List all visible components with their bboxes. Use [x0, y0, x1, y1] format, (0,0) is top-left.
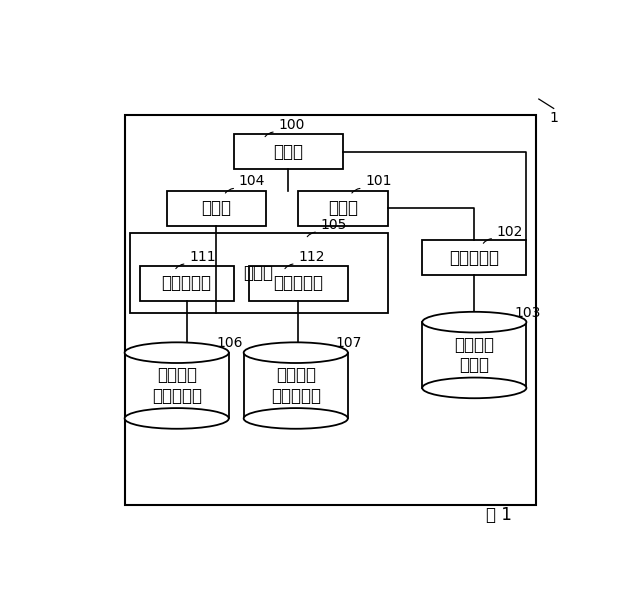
Text: 1: 1	[550, 111, 559, 125]
Bar	[167, 191, 266, 226]
Text: 105: 105	[321, 218, 347, 232]
Text: 100: 100	[278, 118, 305, 132]
Ellipse shape	[244, 342, 348, 363]
Text: 変換部: 変換部	[202, 199, 232, 217]
Bar	[298, 191, 388, 226]
Text: 地番関連
情報記憶部: 地番関連 情報記憶部	[271, 366, 321, 405]
Ellipse shape	[244, 408, 348, 429]
Text: 107: 107	[335, 336, 362, 350]
Ellipse shape	[125, 342, 229, 363]
Bar	[422, 240, 526, 275]
Text: 地図情報
記憶部: 地図情報 記憶部	[454, 336, 494, 375]
Text: 103: 103	[514, 306, 540, 320]
Text: 102: 102	[497, 224, 523, 239]
Text: 入力部: 入力部	[273, 143, 303, 161]
Ellipse shape	[422, 312, 526, 332]
Text: 判定部: 判定部	[244, 264, 273, 282]
Ellipse shape	[422, 378, 526, 398]
Ellipse shape	[125, 408, 229, 429]
Text: 112: 112	[298, 250, 324, 264]
Text: 図 1: 図 1	[486, 506, 511, 524]
Text: 表示制御部: 表示制御部	[449, 248, 499, 267]
Text: 出力部: 出力部	[328, 199, 358, 217]
Text: 住所関連
情報記憶部: 住所関連 情報記憶部	[152, 366, 202, 405]
Bar	[249, 266, 348, 301]
Bar	[140, 266, 234, 301]
Text: 住所判定部: 住所判定部	[162, 274, 212, 292]
Text: 104: 104	[239, 174, 265, 188]
Text: 106: 106	[216, 336, 243, 350]
Text: 地番判定部: 地番判定部	[273, 274, 323, 292]
Text: 111: 111	[189, 250, 216, 264]
Text: 101: 101	[365, 174, 392, 188]
Bar	[234, 134, 343, 170]
Bar	[129, 233, 388, 313]
Bar	[125, 115, 536, 505]
